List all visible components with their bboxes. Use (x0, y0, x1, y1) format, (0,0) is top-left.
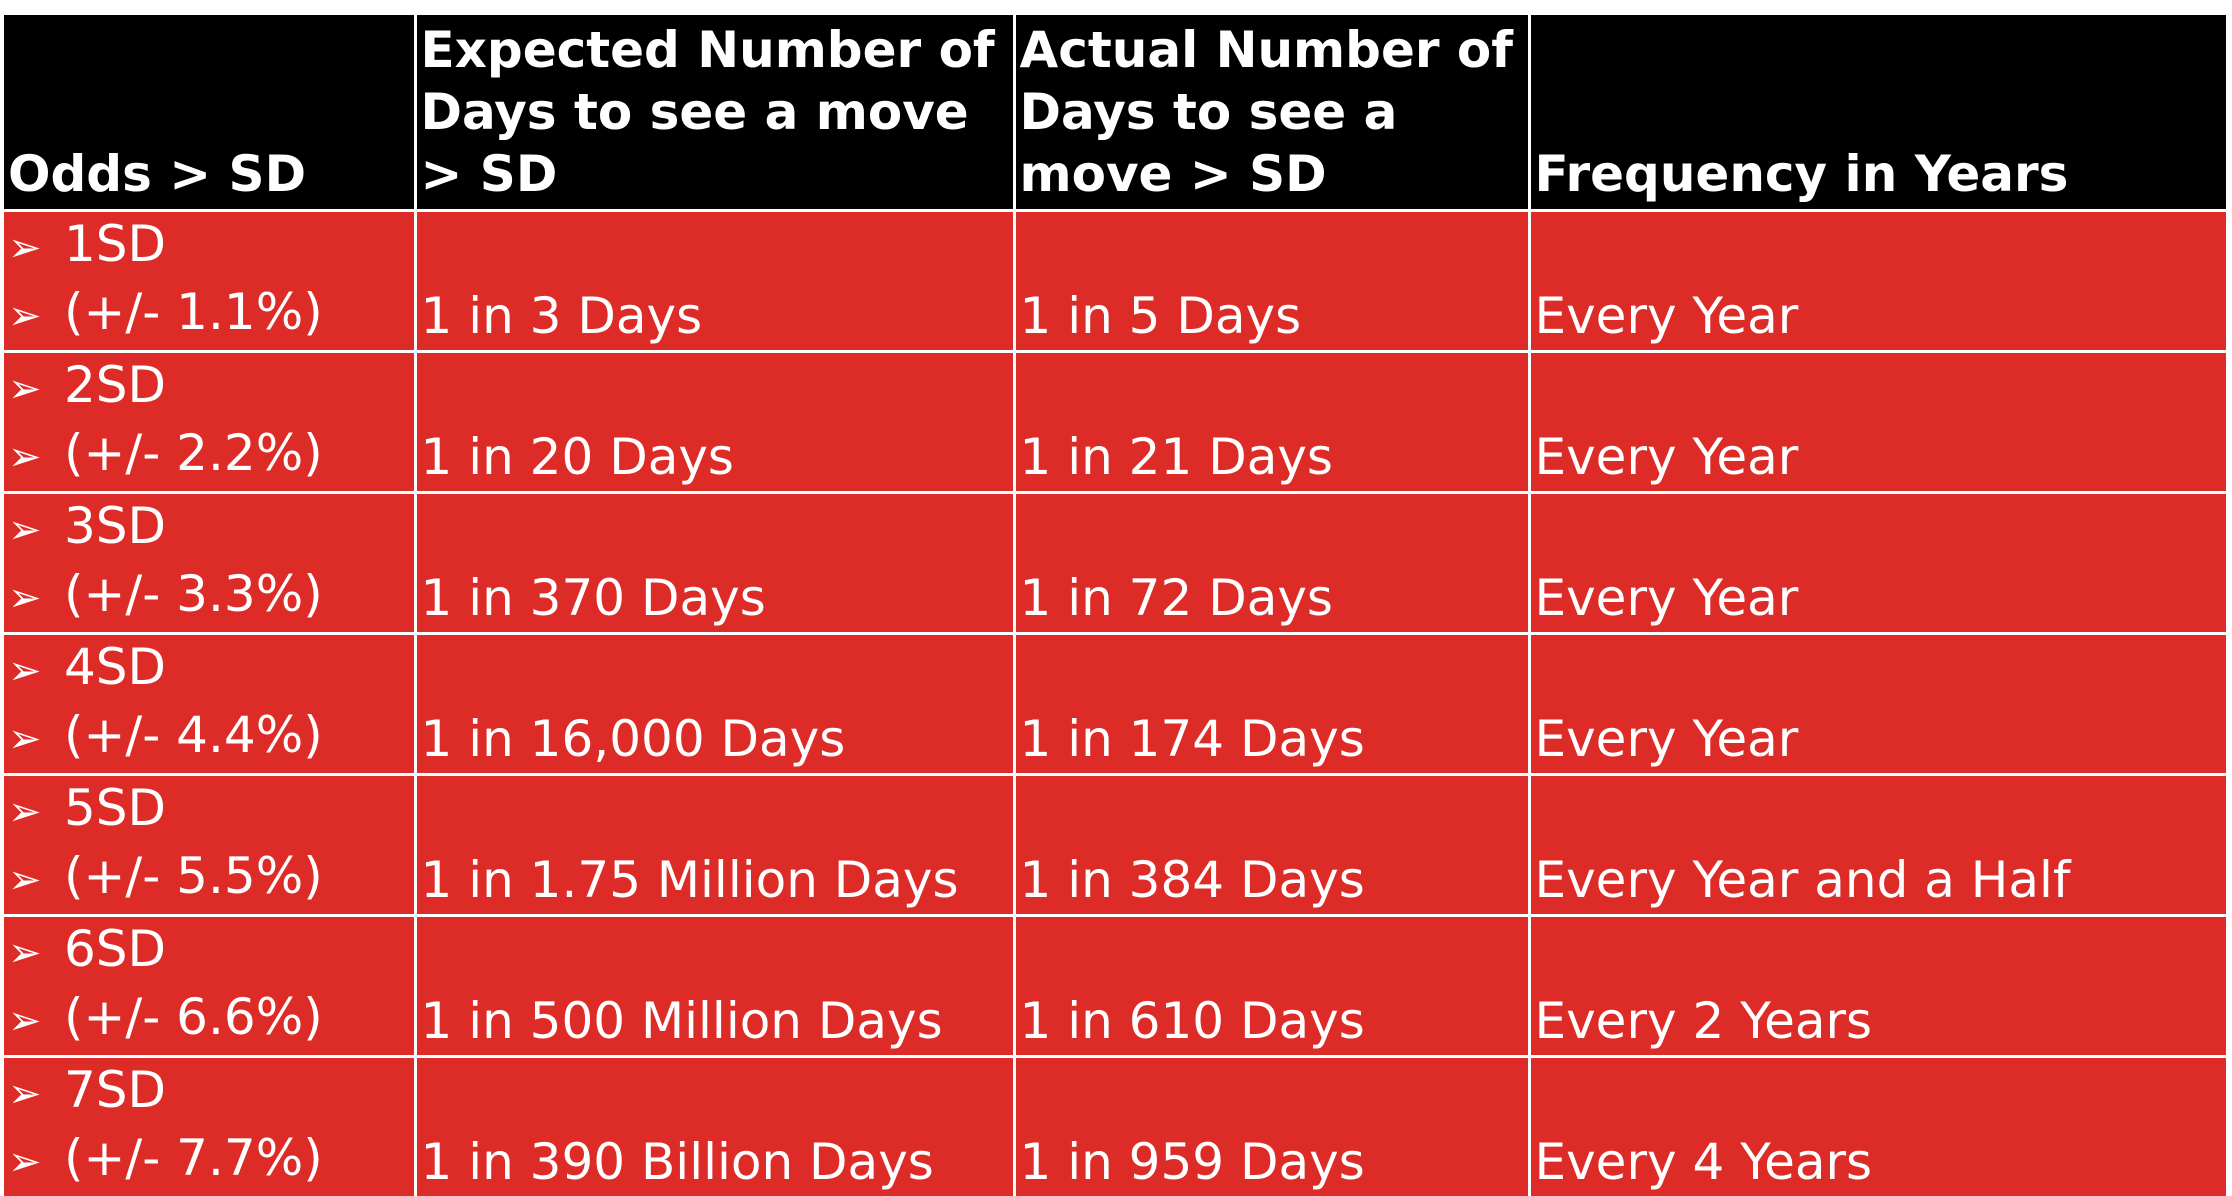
sd-level-line: ➢3SD (8, 494, 414, 562)
sd-range-line: ➢(+/- 3.3%) (8, 562, 414, 630)
frequency-cell: Every Year and a Half (1529, 775, 2226, 916)
frequency-cell: Every Year (1529, 634, 2226, 775)
odds-table-container: Odds > SD Expected Number of Days to see… (4, 15, 2226, 1196)
sd-level-line: ➢2SD (8, 353, 414, 421)
table-header-row: Odds > SD Expected Number of Days to see… (4, 15, 2226, 211)
expected-days-cell: 1 in 390 Billion Days (415, 1057, 1014, 1196)
odds-table: Odds > SD Expected Number of Days to see… (4, 15, 2226, 1196)
sd-level-label: 2SD (64, 356, 166, 414)
sd-level-line: ➢1SD (8, 212, 414, 280)
arrow-bullet-icon: ➢ (8, 707, 64, 771)
arrow-bullet-icon: ➢ (8, 1062, 64, 1126)
expected-days-cell: 1 in 3 Days (415, 211, 1014, 352)
sd-range-line: ➢(+/- 5.5%) (8, 844, 414, 912)
sd-level-label: 3SD (64, 497, 166, 555)
sd-level-label: 4SD (64, 638, 166, 696)
arrow-bullet-icon: ➢ (8, 921, 64, 985)
sd-level-line: ➢4SD (8, 635, 414, 703)
sd-range-label: (+/- 7.7%) (64, 1129, 323, 1187)
actual-days-cell: 1 in 72 Days (1014, 493, 1529, 634)
sd-level-cell: ➢6SD➢(+/- 6.6%) (4, 916, 415, 1057)
sd-range-line: ➢(+/- 1.1%) (8, 280, 414, 348)
sd-level-line: ➢6SD (8, 917, 414, 985)
sd-level-cell: ➢3SD➢(+/- 3.3%) (4, 493, 415, 634)
sd-range-label: (+/- 3.3%) (64, 565, 323, 623)
frequency-cell: Every Year (1529, 352, 2226, 493)
sd-range-line: ➢(+/- 4.4%) (8, 703, 414, 771)
sd-level-cell: ➢2SD➢(+/- 2.2%) (4, 352, 415, 493)
sd-level-label: 6SD (64, 920, 166, 978)
frequency-cell: Every 2 Years (1529, 916, 2226, 1057)
expected-days-cell: 1 in 20 Days (415, 352, 1014, 493)
sd-level-line: ➢5SD (8, 776, 414, 844)
expected-days-cell: 1 in 1.75 Million Days (415, 775, 1014, 916)
expected-days-cell: 1 in 500 Million Days (415, 916, 1014, 1057)
arrow-bullet-icon: ➢ (8, 498, 64, 562)
arrow-bullet-icon: ➢ (8, 989, 64, 1053)
sd-level-cell: ➢1SD➢(+/- 1.1%) (4, 211, 415, 352)
actual-days-cell: 1 in 610 Days (1014, 916, 1529, 1057)
expected-days-cell: 1 in 16,000 Days (415, 634, 1014, 775)
frequency-cell: Every Year (1529, 493, 2226, 634)
arrow-bullet-icon: ➢ (8, 566, 64, 630)
expected-days-cell: 1 in 370 Days (415, 493, 1014, 634)
sd-range-line: ➢(+/- 6.6%) (8, 985, 414, 1053)
arrow-bullet-icon: ➢ (8, 216, 64, 280)
sd-range-line: ➢(+/- 2.2%) (8, 421, 414, 489)
column-header-frequency: Frequency in Years (1529, 15, 2226, 211)
arrow-bullet-icon: ➢ (8, 425, 64, 489)
sd-level-cell: ➢7SD➢(+/- 7.7%) (4, 1057, 415, 1196)
frequency-cell: Every Year (1529, 211, 2226, 352)
column-header-actual-days: Actual Number of Days to see a move > SD (1014, 15, 1529, 211)
column-header-odds: Odds > SD (4, 15, 415, 211)
column-header-expected-days: Expected Number of Days to see a move > … (415, 15, 1014, 211)
arrow-bullet-icon: ➢ (8, 284, 64, 348)
sd-range-line: ➢(+/- 7.7%) (8, 1126, 414, 1194)
sd-range-label: (+/- 5.5%) (64, 847, 323, 905)
sd-level-cell: ➢4SD➢(+/- 4.4%) (4, 634, 415, 775)
sd-range-label: (+/- 6.6%) (64, 988, 323, 1046)
sd-range-label: (+/- 4.4%) (64, 706, 323, 764)
actual-days-cell: 1 in 174 Days (1014, 634, 1529, 775)
arrow-bullet-icon: ➢ (8, 639, 64, 703)
arrow-bullet-icon: ➢ (8, 1130, 64, 1194)
sd-level-label: 7SD (64, 1061, 166, 1119)
sd-range-label: (+/- 2.2%) (64, 424, 323, 482)
arrow-bullet-icon: ➢ (8, 357, 64, 421)
sd-level-label: 5SD (64, 779, 166, 837)
actual-days-cell: 1 in 21 Days (1014, 352, 1529, 493)
sd-level-cell: ➢5SD➢(+/- 5.5%) (4, 775, 415, 916)
actual-days-cell: 1 in 384 Days (1014, 775, 1529, 916)
sd-level-line: ➢7SD (8, 1058, 414, 1126)
sd-level-label: 1SD (64, 215, 166, 273)
frequency-cell: Every 4 Years (1529, 1057, 2226, 1196)
sd-range-label: (+/- 1.1%) (64, 283, 323, 341)
actual-days-cell: 1 in 959 Days (1014, 1057, 1529, 1196)
arrow-bullet-icon: ➢ (8, 848, 64, 912)
actual-days-cell: 1 in 5 Days (1014, 211, 1529, 352)
arrow-bullet-icon: ➢ (8, 780, 64, 844)
